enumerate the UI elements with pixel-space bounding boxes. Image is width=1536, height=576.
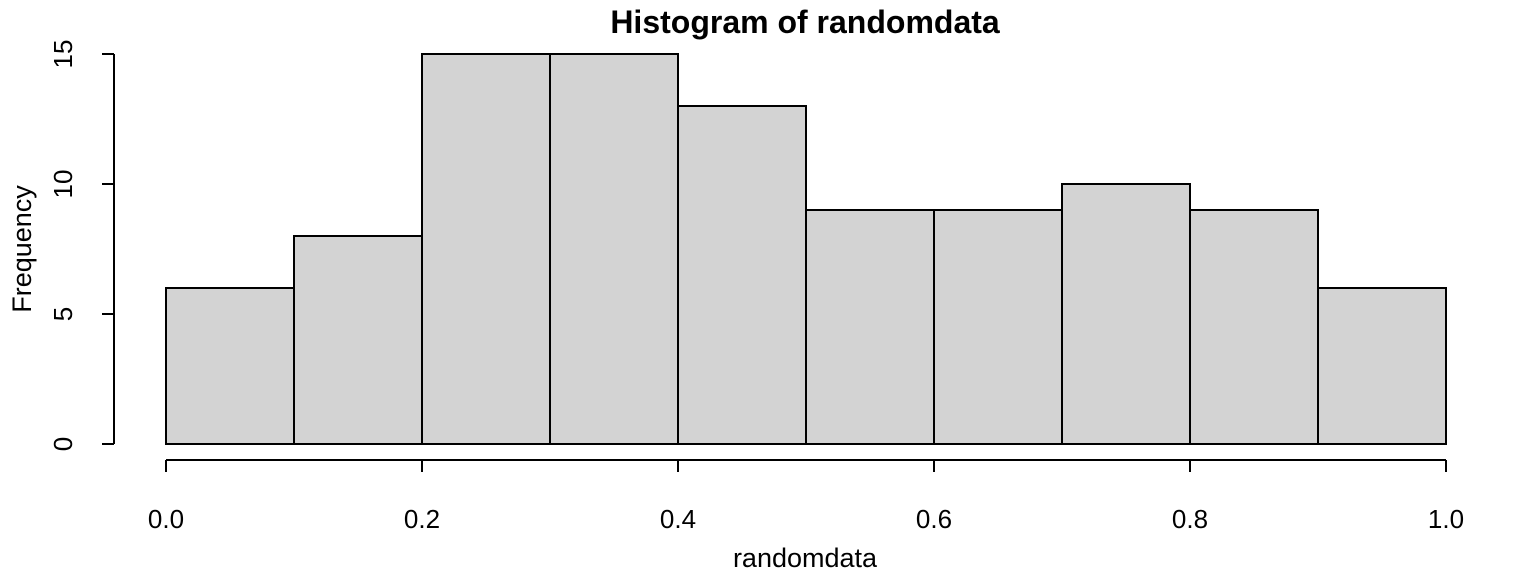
x-tick-label: 0.4 [660,504,696,534]
chart-title: Histogram of randomdata [610,4,1000,40]
y-tick-label: 5 [48,307,78,321]
histogram-bar [1189,209,1319,445]
x-tick-label: 0.0 [148,504,184,534]
y-axis-label: Frequency [7,185,37,313]
histogram-bar [1061,183,1191,445]
x-tick-label: 1.0 [1428,504,1464,534]
y-axis: 0 5 10 15 [48,40,115,451]
bars-group [165,53,1447,445]
x-tick-label: 0.8 [1172,504,1208,534]
histogram-bar [293,235,423,445]
histogram-bar [1317,287,1447,445]
histogram-bar [549,53,679,445]
x-axis-label: randomdata [733,543,878,573]
histogram-bar [421,53,551,445]
x-tick-label: 0.2 [404,504,440,534]
y-tick-label: 15 [48,40,78,69]
x-tick-label: 0.6 [916,504,952,534]
x-axis: 0.0 0.2 0.4 0.6 0.8 1.0 [148,459,1464,534]
y-tick-label: 0 [48,437,78,451]
y-tick-label: 10 [48,170,78,199]
histogram-bar [933,209,1063,445]
histogram-bar [677,105,807,445]
histogram-bar [165,287,295,445]
histogram-bar [805,209,935,445]
